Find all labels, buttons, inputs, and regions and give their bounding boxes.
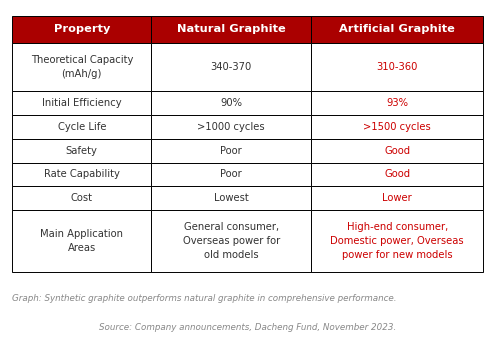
Bar [151,115,311,139]
Text: Rate Capability: Rate Capability [44,169,120,179]
Text: Safety: Safety [66,146,98,155]
Text: Cycle Life: Cycle Life [57,122,106,132]
Text: Theoretical Capacity
(mAh/g): Theoretical Capacity (mAh/g) [31,55,133,79]
Text: Good: Good [384,169,411,179]
Text: >1000 cycles: >1000 cycles [198,122,265,132]
Bar [151,16,311,43]
Text: Poor: Poor [220,169,242,179]
Bar [151,139,311,162]
Text: Graph: Synthetic graphite outperforms natural graphite in comprehensive performa: Graph: Synthetic graphite outperforms na… [12,294,397,303]
Text: 340-370: 340-370 [210,62,252,72]
Bar [311,162,483,186]
Bar [311,91,483,115]
Text: 310-360: 310-360 [376,62,418,72]
Bar [12,162,151,186]
Bar [151,162,311,186]
Bar [12,43,151,91]
Text: Poor: Poor [220,146,242,155]
Bar [12,139,151,162]
Text: Source: Company announcements, Dacheng Fund, November 2023.: Source: Company announcements, Dacheng F… [99,323,396,332]
Bar [12,210,151,272]
Text: High-end consumer,
Domestic power, Overseas
power for new models: High-end consumer, Domestic power, Overs… [330,222,464,260]
Bar [311,43,483,91]
Text: Good: Good [384,146,411,155]
Bar [151,186,311,210]
Text: General consumer,
Overseas power for
old models: General consumer, Overseas power for old… [183,222,280,260]
Text: Property: Property [54,24,110,34]
Bar [12,186,151,210]
Bar [311,16,483,43]
Bar [151,43,311,91]
Bar [311,186,483,210]
Bar [12,115,151,139]
Text: 93%: 93% [386,98,408,108]
Text: >1500 cycles: >1500 cycles [364,122,431,132]
Text: Initial Efficiency: Initial Efficiency [42,98,122,108]
Bar [311,115,483,139]
Bar [151,91,311,115]
Text: 90%: 90% [220,98,242,108]
Text: Natural Graphite: Natural Graphite [177,24,286,34]
Bar [311,139,483,162]
Text: Lower: Lower [382,193,412,203]
Text: Lowest: Lowest [214,193,248,203]
Text: Cost: Cost [71,193,93,203]
Text: Artificial Graphite: Artificial Graphite [339,24,455,34]
Bar [12,91,151,115]
Bar [12,16,151,43]
Bar [151,210,311,272]
Text: Main Application
Areas: Main Application Areas [41,229,124,253]
Bar [311,210,483,272]
